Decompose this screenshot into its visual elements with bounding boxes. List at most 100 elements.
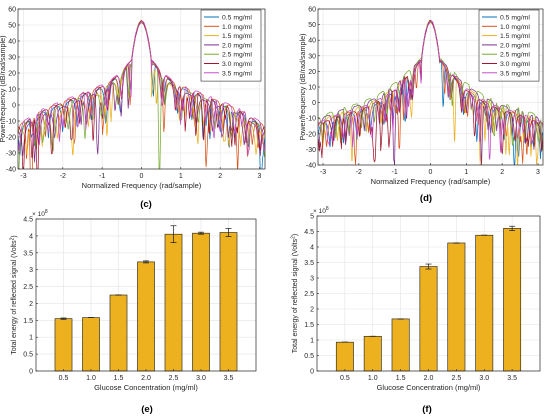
axis-exponent: × 108 xyxy=(313,206,329,215)
y-tick-label: 0 xyxy=(312,100,316,107)
bar xyxy=(164,233,183,372)
y-tick-label: -20 xyxy=(6,135,16,142)
x-tick-label: -3 xyxy=(320,169,326,176)
bar xyxy=(363,335,382,372)
panel-label: (d) xyxy=(420,193,432,204)
x-tick-label: 0 xyxy=(140,173,144,180)
y-tick-label: 60 xyxy=(308,7,316,14)
x-axis-label: Normalized Frequency (rad/sample) xyxy=(371,177,491,186)
bar xyxy=(335,341,354,372)
y-tick-label: 1 xyxy=(29,335,33,342)
y-axis-label-sup: 2 xyxy=(10,237,16,240)
bar xyxy=(503,228,522,372)
x-tick-label: 1.5 xyxy=(396,375,406,382)
y-tick-label: 0.5 xyxy=(23,352,33,359)
series-group xyxy=(318,19,543,165)
y-tick-label: 40 xyxy=(308,38,316,45)
y-tick-label: 4 xyxy=(29,233,33,240)
y-axis-label: Total energy of reflected signal (Volts2… xyxy=(291,234,300,354)
y-tick-label: 20 xyxy=(308,69,316,76)
x-tick-label: -1 xyxy=(99,173,105,180)
y-tick-label: -20 xyxy=(306,131,316,138)
y-tick-label: 0 xyxy=(12,103,16,110)
x-tick-label: 0 xyxy=(429,169,433,176)
bar xyxy=(419,266,438,372)
y-tick-label: 2.5 xyxy=(304,291,314,298)
legend-entry: 2.5 mg/ml xyxy=(500,52,530,59)
axis-exponent: × 108 xyxy=(32,209,48,218)
bar xyxy=(192,232,210,372)
legend-entry: 1.5 mg/ml xyxy=(500,33,530,40)
series-line xyxy=(318,19,543,163)
legend-entry: 2.0 mg/ml xyxy=(222,42,252,49)
y-tick-label: 40 xyxy=(8,39,16,46)
y-tick-label: 0.5 xyxy=(304,353,314,360)
y-tick-label: 2 xyxy=(310,307,314,314)
legend-entry: 3.0 mg/ml xyxy=(222,61,252,68)
y-axis-label-end: ) xyxy=(11,235,18,237)
legend-box xyxy=(200,9,262,82)
y-tick-label: 2.5 xyxy=(23,284,33,291)
x-tick-label: 2.0 xyxy=(141,375,151,382)
y-axis-label-main: Total energy of reflected signal (Volts xyxy=(11,240,18,355)
x-axis-label: Normalized Frequency (rad/sample) xyxy=(82,181,202,190)
legend-entry: 3.5 mg/ml xyxy=(222,70,252,77)
x-tick-label: -2 xyxy=(60,173,66,180)
legend: 0.5 mg/ml 1.0 mg/ml 1.5 mg/ml 2.0 mg/ml 2.5 … xyxy=(478,9,540,82)
y-tick-label: -40 xyxy=(306,163,316,170)
panel-label: (e) xyxy=(141,404,153,415)
panel-label: (c) xyxy=(140,199,152,210)
legend-box xyxy=(478,9,540,82)
y-tick-label: 3.5 xyxy=(304,260,314,267)
x-tick-label: 3 xyxy=(258,173,262,180)
y-tick-label: 1 xyxy=(310,338,314,345)
chart-panel-4: 0.5 1.0 1.5 2.0 2.5 3.0 3.5 0 0.5 1 1.5 2 2.5 3 3.5 4 4.… xyxy=(291,206,541,415)
legend-entry: 2.0 mg/ml xyxy=(500,42,530,49)
bar xyxy=(109,294,128,372)
y-tick-label: 1.5 xyxy=(304,322,314,329)
y-axis-label-sup: 2 xyxy=(291,236,297,239)
x-tick-label: 1 xyxy=(179,173,183,180)
x-tick-label: 2.5 xyxy=(452,375,462,382)
y-tick-label: 3 xyxy=(310,276,314,283)
y-tick-label: 50 xyxy=(308,22,316,29)
x-tick-label: 2 xyxy=(500,169,504,176)
y-tick-label: 3.5 xyxy=(23,250,33,257)
legend-entry: 1.0 mg/ml xyxy=(222,24,252,31)
x-tick-label: 1.0 xyxy=(368,375,378,382)
series-line xyxy=(18,21,265,156)
chart-panel-1: -3 -2 -1 0 1 2 3-40-30-20-100102030405060Norma… xyxy=(0,7,266,210)
y-tick-label: 30 xyxy=(8,55,16,62)
legend-entry: 2.5 mg/ml xyxy=(222,52,252,59)
axis-exponent-power: 8 xyxy=(326,206,329,212)
y-axis-label-main: Total energy of reflected signal (Volts xyxy=(292,238,299,353)
y-tick-label: 10 xyxy=(308,85,316,92)
y-axis-label-end: ) xyxy=(292,234,299,236)
y-tick-label: 50 xyxy=(8,23,16,30)
series-group xyxy=(18,20,265,169)
panel-label: (f) xyxy=(422,404,432,415)
bar xyxy=(391,318,410,372)
bar xyxy=(54,318,73,372)
y-tick-label: -30 xyxy=(6,151,16,158)
series-line xyxy=(318,21,543,160)
y-tick-label: 60 xyxy=(8,7,16,14)
x-tick-label: 3 xyxy=(536,169,540,176)
bar xyxy=(447,242,466,372)
y-tick-label: -10 xyxy=(6,119,16,126)
legend: 0.5 mg/ml 1.0 mg/ml 1.5 mg/ml 2.0 mg/ml 2.5 … xyxy=(200,9,262,82)
y-tick-label: 0 xyxy=(29,369,33,376)
y-tick-label: -10 xyxy=(306,116,316,123)
y-tick-label: 4.5 xyxy=(304,229,314,236)
x-tick-label: 3.5 xyxy=(507,375,517,382)
x-tick-label: 3.5 xyxy=(224,375,234,382)
x-tick-label: 0.5 xyxy=(59,375,69,382)
y-tick-label: 10 xyxy=(8,87,16,94)
axis-exponent-base: × 10 xyxy=(32,211,45,218)
x-tick-label: 1.5 xyxy=(114,375,124,382)
series-line xyxy=(18,20,265,169)
y-tick-label: 4.5 xyxy=(23,217,33,224)
x-tick-label: 2.5 xyxy=(169,375,179,382)
axis-exponent-power: 8 xyxy=(45,209,48,215)
